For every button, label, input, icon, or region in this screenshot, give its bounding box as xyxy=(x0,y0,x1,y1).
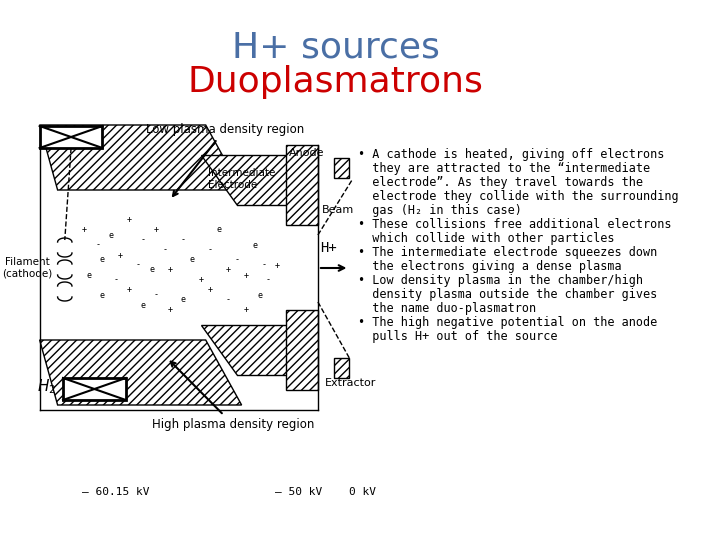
Text: -: - xyxy=(136,260,141,269)
Text: H+ sources: H+ sources xyxy=(232,30,440,64)
Text: e: e xyxy=(100,291,105,300)
Text: +: + xyxy=(243,306,248,314)
Text: -: - xyxy=(235,255,240,265)
Text: • The high negative potential on the anode: • The high negative potential on the ano… xyxy=(359,316,657,329)
Text: e: e xyxy=(253,240,258,249)
Bar xyxy=(40,126,102,148)
Text: e: e xyxy=(100,255,105,265)
Text: -: - xyxy=(225,295,230,305)
Text: e: e xyxy=(86,271,91,280)
Text: Filament
(cathode): Filament (cathode) xyxy=(2,257,53,279)
Text: e: e xyxy=(217,226,222,234)
Text: Low plasma density region: Low plasma density region xyxy=(145,123,304,196)
Text: +: + xyxy=(199,275,204,285)
Text: Intermediate
Electrode: Intermediate Electrode xyxy=(207,168,275,190)
Bar xyxy=(63,378,126,400)
Text: the name duo-plasmatron: the name duo-plasmatron xyxy=(359,302,536,315)
Text: +: + xyxy=(118,251,123,260)
Text: -: - xyxy=(181,235,186,245)
Text: • A cathode is heated, giving off electrons: • A cathode is heated, giving off electr… xyxy=(359,148,665,161)
Text: pulls H+ out of the source: pulls H+ out of the source xyxy=(359,330,558,343)
Text: electrode”. As they travel towards the: electrode”. As they travel towards the xyxy=(359,176,643,189)
Text: e: e xyxy=(149,266,154,274)
Polygon shape xyxy=(40,125,242,190)
Text: +: + xyxy=(167,266,172,274)
Text: • Low density plasma in the chamber/high: • Low density plasma in the chamber/high xyxy=(359,274,643,287)
Text: +: + xyxy=(82,226,87,234)
Polygon shape xyxy=(287,145,318,225)
Text: -: - xyxy=(261,260,266,269)
Polygon shape xyxy=(334,358,349,378)
Text: +: + xyxy=(275,260,280,269)
Text: e: e xyxy=(190,255,194,265)
Text: e: e xyxy=(109,231,114,240)
Text: e: e xyxy=(257,291,262,300)
Text: Beam: Beam xyxy=(322,205,354,215)
Text: +: + xyxy=(225,266,230,274)
Text: electrode they collide with the surrounding: electrode they collide with the surround… xyxy=(359,190,679,203)
Text: • The intermediate electrode squeezes down: • The intermediate electrode squeezes do… xyxy=(359,246,657,259)
Text: – 60.15 kV: – 60.15 kV xyxy=(82,487,150,497)
Text: High plasma density region: High plasma density region xyxy=(152,362,314,431)
Polygon shape xyxy=(334,158,349,178)
Text: $H_2$: $H_2$ xyxy=(37,377,56,396)
Polygon shape xyxy=(287,310,318,390)
Text: H+: H+ xyxy=(320,241,336,255)
Polygon shape xyxy=(40,340,242,405)
Polygon shape xyxy=(201,325,291,375)
Text: Extractor: Extractor xyxy=(325,378,377,388)
Text: gas (H₂ in this case): gas (H₂ in this case) xyxy=(359,204,522,217)
Text: -: - xyxy=(266,275,271,285)
Text: -: - xyxy=(163,246,168,254)
Text: Duoplasmatrons: Duoplasmatrons xyxy=(188,65,484,99)
Text: – 50 kV: – 50 kV xyxy=(274,487,322,497)
Text: e: e xyxy=(140,300,145,309)
Text: which collide with other particles: which collide with other particles xyxy=(359,232,615,245)
Text: -: - xyxy=(140,235,145,245)
Text: e: e xyxy=(181,295,186,305)
Text: -: - xyxy=(154,291,159,300)
Text: 0 kV: 0 kV xyxy=(349,487,377,497)
Text: +: + xyxy=(243,271,248,280)
Text: • These collisions free additional electrons: • These collisions free additional elect… xyxy=(359,218,672,231)
Text: -: - xyxy=(207,246,212,254)
Text: +: + xyxy=(154,226,159,234)
Text: they are attracted to the “intermediate: they are attracted to the “intermediate xyxy=(359,162,650,175)
Text: density plasma outside the chamber gives: density plasma outside the chamber gives xyxy=(359,288,657,301)
Text: -: - xyxy=(96,240,101,249)
Text: +: + xyxy=(167,306,172,314)
Text: +: + xyxy=(207,286,212,294)
Text: Anode: Anode xyxy=(289,148,325,158)
Text: +: + xyxy=(127,215,132,225)
Text: -: - xyxy=(114,275,119,285)
Polygon shape xyxy=(201,155,291,205)
Text: +: + xyxy=(127,286,132,294)
Text: the electrons giving a dense plasma: the electrons giving a dense plasma xyxy=(359,260,622,273)
